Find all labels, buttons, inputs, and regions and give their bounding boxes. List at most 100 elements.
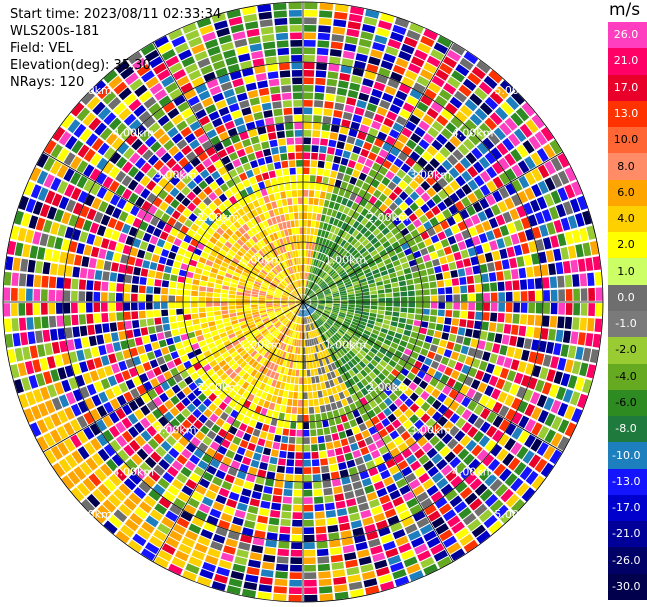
velocity-gate [164,399,174,410]
velocity-gate [467,247,477,257]
velocity-gate [510,148,523,162]
velocity-gate [381,176,391,186]
velocity-gate [454,501,468,514]
velocity-gate [385,288,392,293]
velocity-gate [344,215,352,224]
velocity-gate [369,195,378,205]
velocity-gate [436,428,447,439]
velocity-gate [541,381,552,395]
velocity-gate [236,265,244,271]
velocity-gate [18,288,26,301]
velocity-gate [118,330,127,341]
velocity-gate [370,265,378,271]
velocity-gate [97,483,111,498]
velocity-gate [455,417,466,429]
velocity-gate [318,270,323,277]
velocity-gate [63,290,71,302]
velocity-gate [416,75,430,87]
velocity-gate [187,331,196,339]
velocity-gate [247,152,256,162]
velocity-gate [374,386,383,395]
velocity-gate [362,516,374,526]
velocity-gate [356,205,364,214]
velocity-gate [564,422,577,437]
velocity-gate [323,396,330,405]
velocity-gate [132,320,140,329]
velocity-gate [470,214,481,225]
velocity-gate [420,192,431,203]
velocity-gate [14,210,24,225]
velocity-gate [288,444,295,452]
velocity-gate [261,454,270,463]
velocity-gate [138,310,146,319]
velocity-gate [448,262,457,271]
velocity-gate [218,359,227,368]
velocity-gate [107,494,122,508]
velocity-gate [336,319,343,325]
velocity-gate [134,157,146,169]
velocity-gate [445,122,458,134]
velocity-gate [378,149,389,159]
velocity-gate [452,310,460,318]
velocity-gate [268,272,275,278]
velocity-gate [397,345,406,353]
nrays-label: NRays: 120 [10,75,85,90]
velocity-gate [521,242,530,255]
velocity-gate [312,346,317,353]
velocity-gate [488,375,499,387]
velocity-gate [245,355,253,363]
velocity-gate [303,422,310,430]
velocity-gate [54,237,64,250]
velocity-gate [230,460,241,470]
velocity-gate [11,287,18,301]
velocity-gate [352,145,362,155]
velocity-gate [419,214,429,224]
velocity-gate [360,85,372,95]
velocity-gate [274,480,284,488]
velocity-gate [228,333,236,339]
velocity-gate [379,391,388,401]
velocity-gate [476,60,491,74]
velocity-gate [525,326,534,338]
velocity-gate [595,303,603,317]
velocity-gate [385,46,399,57]
field-label: Field: VEL [10,41,73,56]
velocity-gate [136,448,149,461]
velocity-gate [443,349,453,358]
velocity-gate [436,165,447,176]
velocity-gate [319,3,334,11]
velocity-gate [354,138,364,148]
velocity-gate [195,510,208,521]
velocity-gate [316,278,322,285]
velocity-gate [182,570,197,582]
velocity-gate [200,251,209,259]
velocity-gate [352,211,360,220]
velocity-gate [395,115,407,126]
velocity-gate [288,436,296,444]
velocity-gate [457,221,467,231]
velocity-gate [332,345,338,352]
velocity-gate [314,311,320,317]
velocity-gate [337,220,344,228]
velocity-gate [275,32,289,41]
velocity-gate [242,390,250,399]
velocity-gate [349,176,358,185]
velocity-gate [435,323,444,331]
velocity-gate [243,302,251,305]
velocity-gate [467,426,478,438]
velocity-gate [278,334,284,341]
velocity-gate [338,462,347,471]
velocity-gate [520,217,531,230]
velocity-gate [499,248,508,259]
velocity-gate [423,62,437,74]
velocity-gate [269,354,276,362]
velocity-gate [363,578,378,588]
velocity-gate [136,143,149,156]
velocity-gate [204,419,215,429]
velocity-gate [244,286,252,291]
velocity-gate [555,203,567,218]
velocity-gate [516,386,527,399]
velocity-gate [455,260,464,269]
velocity-gate [167,466,179,477]
velocity-gate [303,332,305,340]
